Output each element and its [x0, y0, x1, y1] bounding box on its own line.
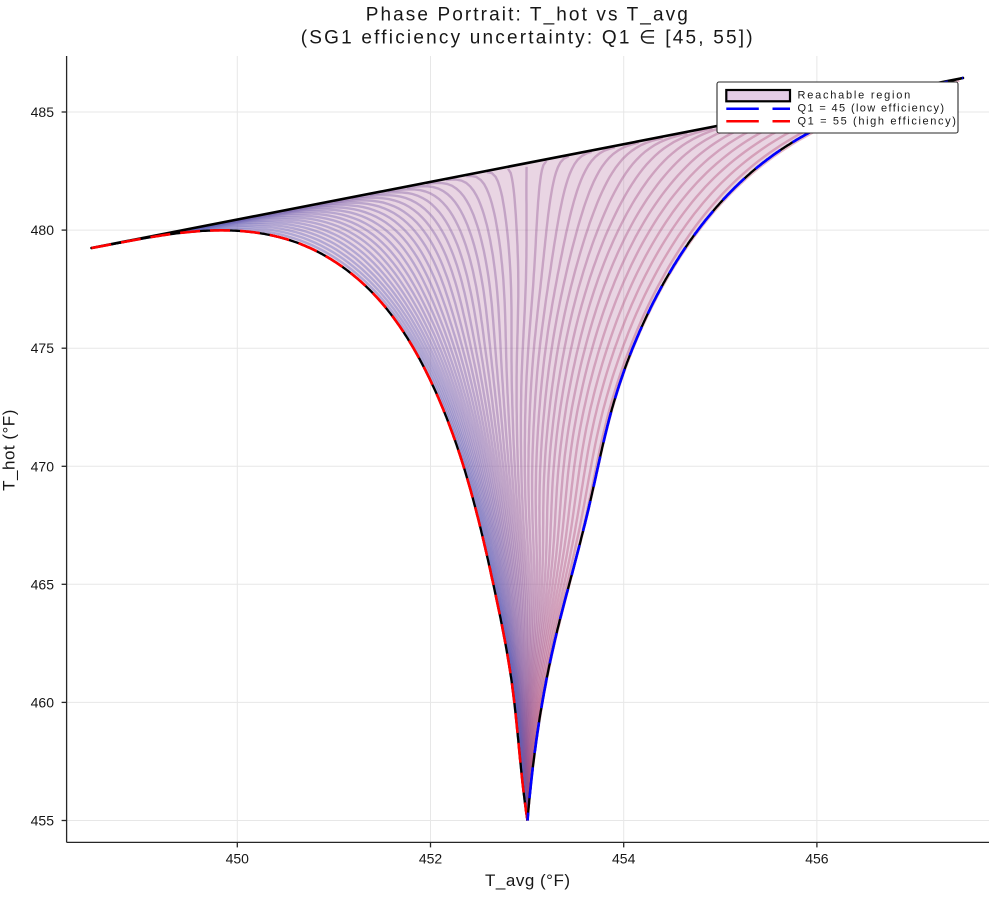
svg-text:Q1 = 55 (high efficiency): Q1 = 55 (high efficiency): [798, 116, 958, 128]
svg-text:455: 455: [31, 813, 55, 829]
svg-text:480: 480: [31, 222, 55, 238]
svg-text:T_hot (°F): T_hot (°F): [0, 409, 19, 491]
svg-text:Q1 = 45 (low efficiency): Q1 = 45 (low efficiency): [798, 103, 946, 115]
svg-text:Phase Portrait: T_hot vs T_avg: Phase Portrait: T_hot vs T_avg: [366, 5, 690, 26]
svg-text:460: 460: [31, 694, 55, 710]
svg-text:470: 470: [31, 458, 55, 474]
svg-text:(SG1 efficiency uncertainty: Q: (SG1 efficiency uncertainty: Q1 ∈ [45, 5…: [301, 28, 755, 49]
svg-text:485: 485: [31, 104, 55, 120]
svg-text:450: 450: [226, 851, 250, 867]
svg-text:475: 475: [31, 340, 55, 356]
svg-text:Reachable region: Reachable region: [798, 90, 913, 102]
svg-text:452: 452: [419, 851, 443, 867]
svg-text:456: 456: [805, 851, 829, 867]
svg-text:465: 465: [31, 576, 55, 592]
svg-text:454: 454: [612, 851, 636, 867]
svg-text:T_avg (°F): T_avg (°F): [485, 871, 570, 890]
